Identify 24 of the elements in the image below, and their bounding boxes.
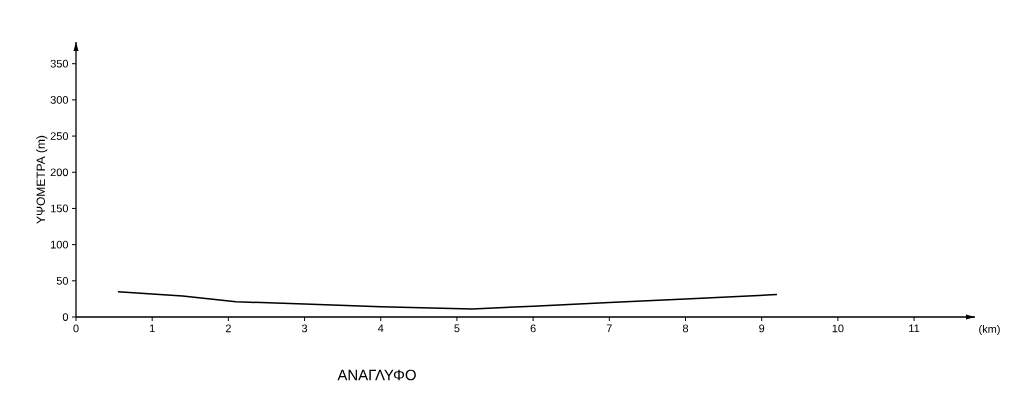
y-tick-label: 200 [50, 168, 69, 177]
x-tick-label: 2 [225, 324, 231, 333]
x-tick-label: 0 [73, 324, 79, 333]
y-tick-label: 100 [51, 240, 69, 249]
x-tick-label: 6 [530, 324, 536, 333]
x-tick-label: 4 [377, 324, 384, 333]
y-tick-label: 50 [56, 276, 69, 285]
x-tick-label: 9 [759, 324, 765, 333]
x-tick-label: 11 [909, 324, 920, 333]
y-tick-label: 350 [50, 59, 69, 68]
x-tick-label: 3 [301, 324, 308, 333]
y-axis-title: ΥΨΟΜΕΤΡΑ (m) [36, 135, 48, 224]
x-tick-label: 5 [454, 324, 460, 333]
line-series [117, 290, 778, 310]
y-tick-label: 300 [50, 96, 69, 104]
text: ΑΝΑΓΛΥΦΟ [337, 369, 416, 381]
y-tick-label: 0 [62, 313, 69, 321]
x-tick-label: 8 [682, 324, 689, 333]
x-axis-title: (km) [979, 324, 1000, 336]
x-tick-label: 1 [149, 324, 155, 333]
y-tick-label: 250 [50, 132, 69, 140]
x-tick-label: 7 [606, 324, 612, 333]
x-tick-label: 10 [832, 324, 844, 333]
y-tick-label: 150 [51, 204, 69, 213]
